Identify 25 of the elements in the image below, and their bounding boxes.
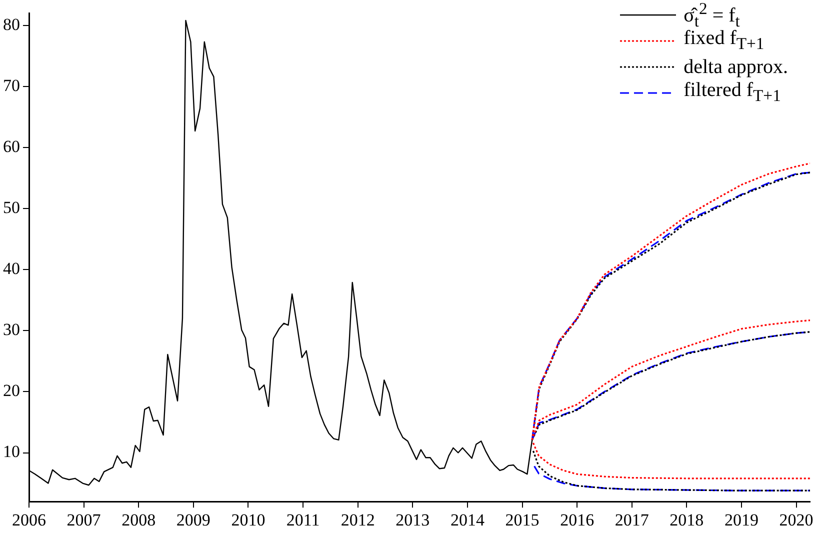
x-tick-label: 2013 [396,510,430,530]
x-tick-label: 2012 [340,510,375,530]
x-tick-label: 2006 [12,510,46,530]
x-tick-label: 2008 [122,510,156,530]
x-tick-label: 2007 [66,510,102,530]
x-tick-label: 2015 [505,510,540,530]
y-tick-label: 70 [3,76,20,95]
x-tick-label: 2014 [450,510,485,530]
x-tick-label: 2019 [724,510,758,530]
x-tick-label: 2009 [176,510,210,530]
x-tick-label: 2016 [560,510,594,530]
y-tick-label: 40 [3,259,20,278]
x-tick-label: 2017 [614,510,650,530]
legend-label: filtered f$_{T+1}$ [684,78,781,107]
y-tick-label: 50 [3,198,20,218]
y-tick-label: 80 [3,14,20,34]
y-tick-label: 10 [3,442,20,462]
y-tick-label: 30 [3,320,20,340]
x-tick-label: 2020 [779,510,814,530]
x-tick-label: 2010 [231,510,266,530]
y-tick-label: 60 [3,136,20,156]
x-tick-label: 2018 [670,510,704,530]
legend-label: delta approx. [684,55,788,79]
y-tick-label: 20 [3,381,20,400]
x-tick-label: 2011 [286,510,320,530]
